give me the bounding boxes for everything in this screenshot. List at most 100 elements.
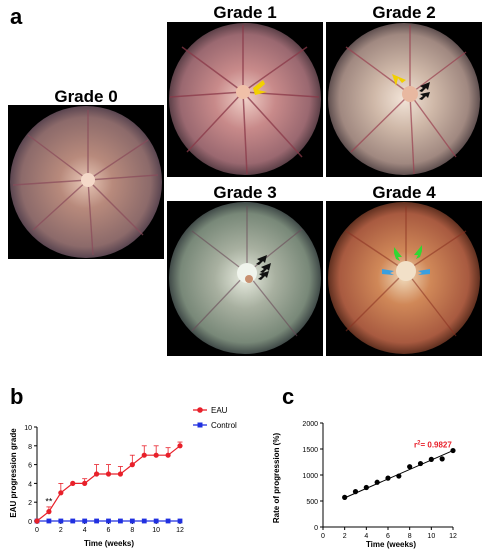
data-point xyxy=(439,456,445,462)
x-tick-label: 12 xyxy=(176,527,184,534)
fundus-image-grade-2 xyxy=(326,22,482,177)
data-point xyxy=(153,452,159,458)
axes: 0 500 1000 1500 2000 0 2 4 6 8 10 12 xyxy=(302,421,457,540)
series-eau xyxy=(34,441,183,524)
data-point xyxy=(417,460,424,467)
data-point xyxy=(407,464,413,470)
data-point xyxy=(363,484,369,491)
data-point xyxy=(34,518,40,524)
data-point xyxy=(70,480,76,486)
y-tick-label: 2 xyxy=(28,500,32,507)
y-axis-label: Rate of progression (%) xyxy=(272,433,281,524)
data-point xyxy=(342,494,348,500)
fundus-image-grade-4 xyxy=(326,201,482,356)
data-point xyxy=(117,471,124,477)
r-squared-symbol: r xyxy=(414,440,417,449)
data-point xyxy=(165,518,171,524)
black-arrow-icon xyxy=(419,82,430,100)
data-point xyxy=(396,473,402,479)
eau-progression-chart: EAU progression grade Time (weeks) ** EA… xyxy=(9,406,237,548)
data-point xyxy=(374,479,380,485)
data-point xyxy=(428,456,434,462)
grade-4-title: Grade 4 xyxy=(372,183,436,202)
r-squared-superscript: 2 xyxy=(417,440,421,446)
y-tick-label: 6 xyxy=(28,463,32,470)
panel-label-c: c xyxy=(282,384,295,409)
panel-label-a: a xyxy=(10,4,23,29)
data-point xyxy=(106,518,111,524)
legend-entry-control: Control xyxy=(193,421,237,430)
grade-2-title: Grade 2 xyxy=(372,3,436,22)
scatter-points xyxy=(342,447,456,500)
significance-annotation: ** xyxy=(45,497,53,507)
data-point xyxy=(129,518,135,524)
data-point xyxy=(177,518,183,524)
axes: 0 2 4 6 8 10 0 2 4 6 8 10 12 xyxy=(24,425,184,534)
fundus-image-grade-0 xyxy=(8,105,164,259)
data-point xyxy=(93,471,100,477)
data-point xyxy=(46,518,52,524)
y-tick-label: 10 xyxy=(24,425,32,432)
x-tick-label: 10 xyxy=(152,527,160,534)
data-point xyxy=(165,452,171,458)
green-arrow-icon xyxy=(394,245,422,261)
x-tick-label: 4 xyxy=(364,533,368,540)
y-tick-label: 2000 xyxy=(302,421,318,428)
legend: EAU Control xyxy=(193,406,237,430)
grade-1-title: Grade 1 xyxy=(213,3,277,22)
x-axis-label: Time (weeks) xyxy=(84,539,134,548)
data-point xyxy=(118,518,123,524)
blue-arrow-icon xyxy=(382,269,430,275)
fundus-image-grade-3 xyxy=(167,201,323,356)
x-tick-label: 8 xyxy=(130,527,134,534)
series-control xyxy=(34,518,183,524)
x-tick-label: 0 xyxy=(321,533,325,540)
x-tick-label: 2 xyxy=(59,527,63,534)
fundus-image-grade-1 xyxy=(167,22,323,177)
data-point xyxy=(46,509,52,515)
black-arrow-icon xyxy=(256,255,271,280)
data-point xyxy=(58,490,64,496)
x-tick-label: 4 xyxy=(83,527,87,534)
x-axis-label: Time (weeks) xyxy=(366,540,416,549)
x-tick-label: 2 xyxy=(343,533,347,540)
data-point xyxy=(58,518,64,524)
data-point xyxy=(153,518,159,524)
y-axis-label: EAU progression grade xyxy=(9,428,18,518)
y-tick-label: 1000 xyxy=(302,473,318,480)
yellow-arrow-icon xyxy=(253,80,267,95)
data-point xyxy=(450,447,456,454)
r-squared-value: = 0.9827 xyxy=(420,440,452,449)
panel-label-b: b xyxy=(10,384,24,409)
data-point xyxy=(70,518,76,524)
yellow-arrow-icon xyxy=(392,74,406,86)
y-tick-label: 0 xyxy=(28,519,32,526)
data-point xyxy=(141,452,147,458)
data-point xyxy=(129,462,135,468)
r-squared-annotation: r2= 0.9827 xyxy=(414,440,452,449)
y-tick-label: 0 xyxy=(314,525,318,532)
x-tick-label: 6 xyxy=(107,527,111,534)
data-point xyxy=(82,518,88,524)
x-tick-label: 12 xyxy=(449,533,457,540)
legend-label-control: Control xyxy=(211,421,237,430)
legend-label-eau: EAU xyxy=(211,406,228,415)
grade-3-title: Grade 3 xyxy=(213,183,277,202)
data-point xyxy=(105,471,112,477)
data-point xyxy=(82,480,88,486)
x-tick-label: 6 xyxy=(386,533,390,540)
data-point xyxy=(385,475,391,481)
grade-0-title: Grade 0 xyxy=(54,87,118,106)
data-point xyxy=(141,518,147,524)
y-tick-label: 1500 xyxy=(302,447,318,454)
y-tick-label: 4 xyxy=(28,481,32,488)
data-point xyxy=(177,443,183,449)
x-tick-label: 0 xyxy=(35,527,39,534)
y-tick-label: 500 xyxy=(306,499,318,506)
rate-of-progression-chart: Rate of progression (%) Time (weeks) r2=… xyxy=(272,421,457,549)
x-tick-label: 8 xyxy=(408,533,412,540)
x-tick-label: 10 xyxy=(427,533,435,540)
data-point xyxy=(94,518,99,524)
data-point xyxy=(352,489,359,495)
legend-entry-eau: EAU xyxy=(193,406,228,415)
